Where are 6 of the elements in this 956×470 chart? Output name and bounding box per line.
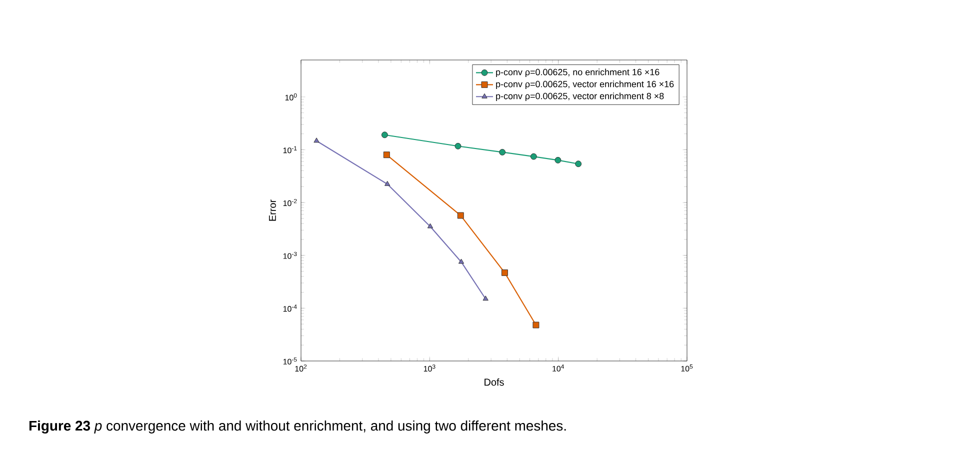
- legend-label: p-conv ρ=0.00625, no enrichment 16 ×16: [496, 68, 660, 78]
- x-axis-title: Dofs: [484, 378, 504, 386]
- text: Figure 23 p convergence with and without enrichment, and using two different meshes.: [29, 420, 566, 434]
- legend-label: p-conv ρ=0.00625, vector enrichment 16 ×16: [496, 80, 674, 90]
- legend-label: p-conv ρ=0.00625, vector enrichment 8 ×8: [496, 92, 664, 101]
- y-axis-title: Error: [269, 200, 276, 221]
